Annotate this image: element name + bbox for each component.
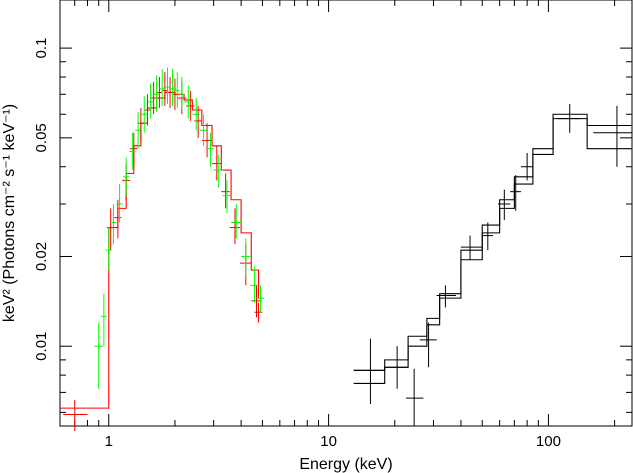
y-axis-label: keV² (Photons cm⁻² s⁻¹ keV⁻¹) <box>1 104 18 322</box>
data-point <box>147 83 154 119</box>
x-tick-label: 1 <box>105 433 113 450</box>
data-point <box>222 180 232 213</box>
data-point <box>153 75 160 113</box>
model-step-line <box>353 113 632 371</box>
data-point <box>110 203 117 245</box>
data-point <box>100 293 107 347</box>
data-point <box>213 154 223 188</box>
data-point <box>174 72 180 108</box>
data-point <box>105 227 112 271</box>
series-0 <box>63 72 263 431</box>
data-point <box>254 302 263 323</box>
data-point <box>179 76 185 110</box>
series-3 <box>353 103 632 426</box>
series-4 <box>353 118 632 385</box>
x-axis-label: Energy (keV) <box>299 456 392 473</box>
data-point <box>140 96 148 133</box>
data-point <box>353 338 385 405</box>
x-tick-label: 100 <box>536 433 561 450</box>
series-2 <box>94 67 265 389</box>
data-point <box>63 400 88 431</box>
y-tick-label: 0.02 <box>33 242 50 271</box>
data-point <box>231 203 242 239</box>
data-point <box>116 184 123 223</box>
data-point <box>250 266 259 303</box>
data-point <box>229 208 240 245</box>
axis-ticks <box>59 0 632 426</box>
data-point <box>194 105 202 138</box>
plot-frame <box>59 0 633 427</box>
data-point <box>419 322 437 368</box>
data-point <box>170 69 175 106</box>
data-point <box>460 235 483 260</box>
data-point <box>257 285 265 313</box>
model-step-line <box>353 118 632 385</box>
data-point <box>122 157 130 196</box>
data-point <box>593 105 632 167</box>
data-point <box>159 69 165 106</box>
data-point <box>520 152 533 181</box>
model-step-line <box>60 91 263 409</box>
series-layer <box>60 67 632 431</box>
data-point <box>199 114 208 146</box>
data-point <box>94 322 103 389</box>
data-point <box>241 238 251 278</box>
data-point <box>212 145 222 181</box>
data-point <box>164 67 171 104</box>
data-point <box>184 85 193 119</box>
data-point <box>510 175 521 211</box>
y-tick-label: 0.1 <box>33 38 50 59</box>
data-point <box>186 90 195 121</box>
y-tick-label: 0.01 <box>33 332 50 361</box>
data-point <box>221 173 230 209</box>
data-point <box>129 132 136 171</box>
data-point <box>192 98 200 131</box>
data-point <box>207 132 214 167</box>
series-5 <box>353 113 632 371</box>
series-1 <box>60 91 263 409</box>
data-point <box>156 76 163 108</box>
data-point <box>482 222 494 251</box>
data-point <box>406 368 424 426</box>
y-tick-label: 0.05 <box>33 123 50 152</box>
data-point <box>150 81 157 115</box>
tick-labels: 1 10 100 0.01 0.02 0.05 0.1 <box>33 38 561 450</box>
x-tick-label: 10 <box>320 433 337 450</box>
data-point <box>135 112 141 149</box>
